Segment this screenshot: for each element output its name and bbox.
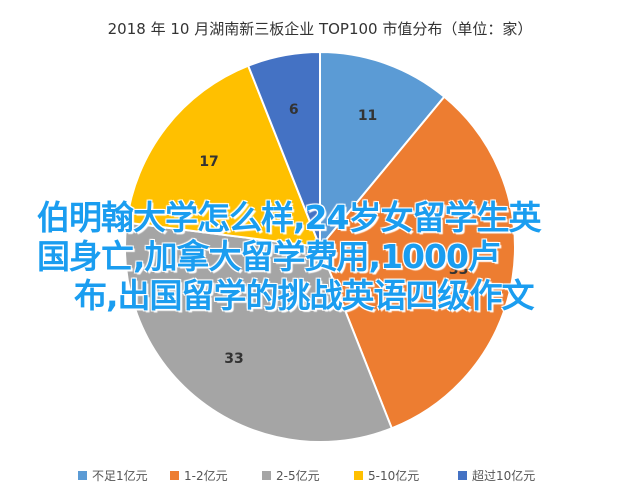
chart-title: 2018 年 10 月湖南新三板企业 TOP100 市值分布（单位：家） xyxy=(108,20,533,38)
pie-slice-1 xyxy=(318,95,516,430)
overlay-line-3: 布,出国留学的挑战英语四级作文 xyxy=(74,276,535,315)
legend-label-3: 5-10亿元 xyxy=(368,468,419,483)
legend-label-2: 2-5亿元 xyxy=(276,468,320,483)
pie-slice-label-4: 6 xyxy=(289,102,299,118)
legend-swatch-2 xyxy=(262,471,271,480)
pie-slice-label-2: 33 xyxy=(224,351,243,367)
pie-slice-0 xyxy=(319,50,446,250)
pie-labels: 11 33 33 17 6 xyxy=(199,102,468,367)
legend-label-4: 超过10亿元 xyxy=(472,468,535,483)
pie-slice-3 xyxy=(125,64,322,249)
overlay-line-1: 伯明翰大学怎么样,24岁女留学生英 xyxy=(37,198,541,237)
pie-slice-2 xyxy=(124,221,394,443)
pie-slices xyxy=(124,50,516,443)
legend-swatch-4 xyxy=(458,471,467,480)
legend-swatch-3 xyxy=(354,471,363,480)
pie-slice-label-1: 33 xyxy=(449,262,468,278)
pie-slice-label-3: 17 xyxy=(199,154,218,170)
overlay-line-2: 国身亡,加拿大留学费用,1000卢 xyxy=(37,237,501,276)
watermark-text-overlay: 伯明翰大学怎么样,24岁女留学生英 国身亡,加拿大留学费用,1000卢 布,出国… xyxy=(0,198,640,315)
legend-label-1: 1-2亿元 xyxy=(184,468,228,483)
pie-slice-4 xyxy=(246,50,321,248)
legend-label-0: 不足1亿元 xyxy=(92,468,148,483)
legend: 不足1亿元 1-2亿元 2-5亿元 5-10亿元 超过10亿元 xyxy=(78,468,535,483)
legend-swatch-1 xyxy=(170,471,179,480)
legend-swatch-0 xyxy=(78,471,87,480)
pie-slice-label-0: 11 xyxy=(358,108,377,124)
